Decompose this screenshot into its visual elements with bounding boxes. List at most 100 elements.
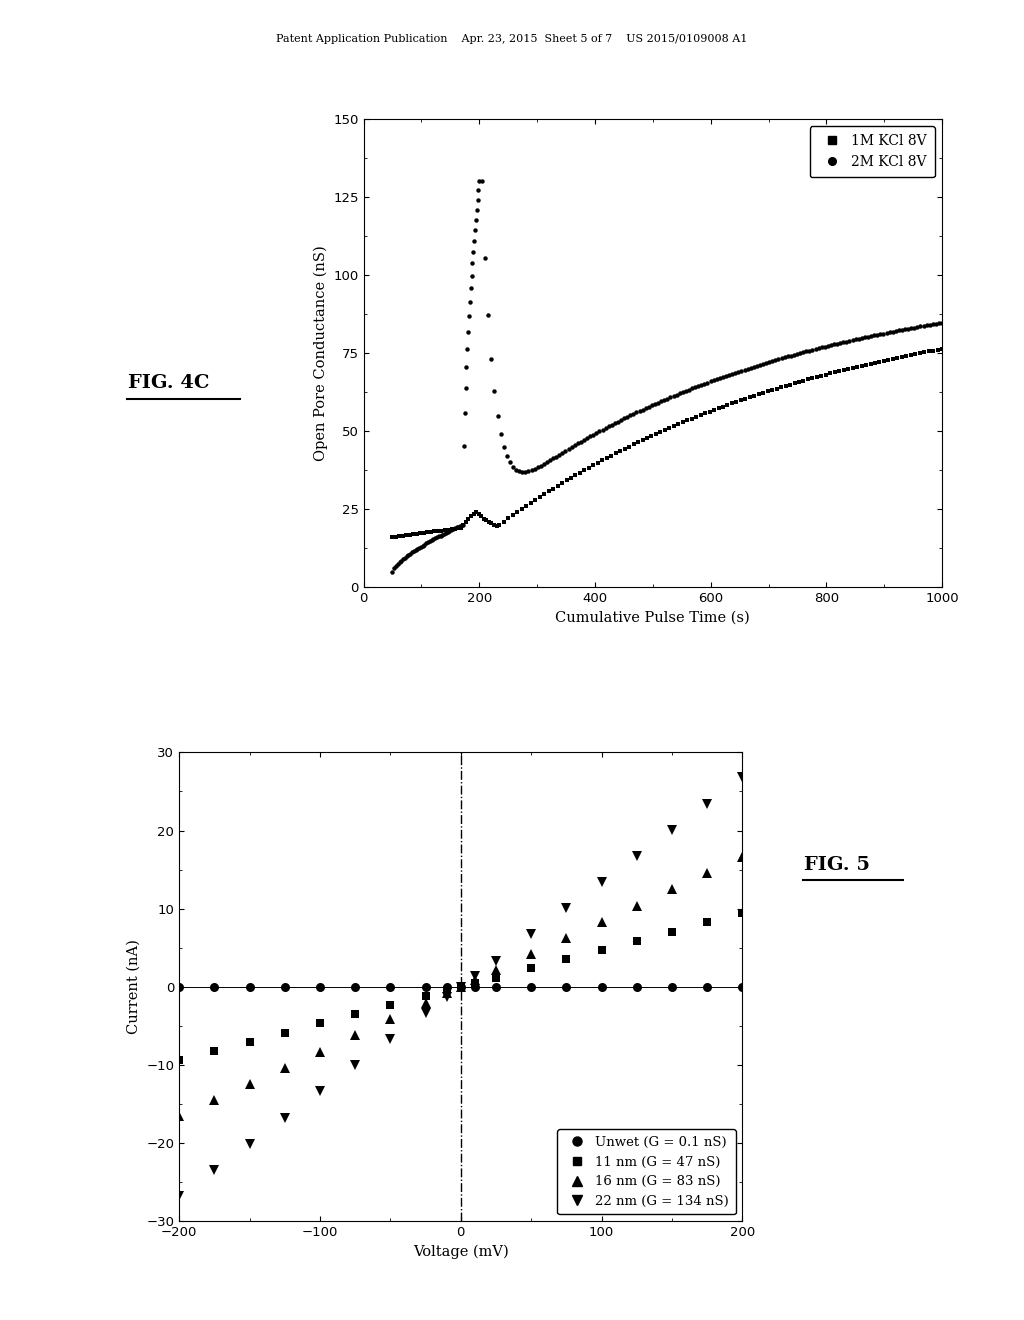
Unwet (G = 0.1 nS) bbox=[349, 979, 361, 995]
Line: 22 nm (G = 134 nS): 22 nm (G = 134 nS) bbox=[174, 772, 748, 1201]
16 nm (G = 83 nS) bbox=[208, 1092, 220, 1107]
Text: FIG. 4C: FIG. 4C bbox=[128, 374, 210, 392]
Unwet (G = 0.1 nS) bbox=[469, 978, 481, 994]
Line: 2M KCl 8V: 2M KCl 8V bbox=[390, 180, 944, 574]
16 nm (G = 83 nS) bbox=[420, 995, 432, 1011]
16 nm (G = 83 nS) bbox=[455, 979, 467, 995]
11 nm (G = 47 nS) bbox=[666, 924, 678, 940]
11 nm (G = 47 nS) bbox=[440, 982, 453, 998]
2M KCl 8V bbox=[599, 420, 611, 436]
11 nm (G = 47 nS) bbox=[313, 1015, 326, 1031]
16 nm (G = 83 nS) bbox=[736, 849, 749, 865]
22 nm (G = 134 nS) bbox=[440, 989, 453, 1005]
Legend: Unwet (G = 0.1 nS), 11 nm (G = 47 nS), 16 nm (G = 83 nS), 22 nm (G = 134 nS): Unwet (G = 0.1 nS), 11 nm (G = 47 nS), 1… bbox=[557, 1130, 736, 1214]
Unwet (G = 0.1 nS) bbox=[455, 979, 467, 995]
Text: FIG. 5: FIG. 5 bbox=[804, 855, 869, 874]
11 nm (G = 47 nS) bbox=[736, 906, 749, 921]
Line: 11 nm (G = 47 nS): 11 nm (G = 47 nS) bbox=[175, 909, 746, 1064]
11 nm (G = 47 nS) bbox=[701, 915, 714, 931]
11 nm (G = 47 nS) bbox=[455, 979, 467, 995]
Line: 16 nm (G = 83 nS): 16 nm (G = 83 nS) bbox=[174, 853, 748, 1121]
Unwet (G = 0.1 nS) bbox=[631, 978, 643, 994]
Unwet (G = 0.1 nS) bbox=[244, 979, 256, 995]
2M KCl 8V bbox=[386, 564, 398, 579]
22 nm (G = 134 nS) bbox=[279, 1110, 291, 1126]
Line: Unwet (G = 0.1 nS): Unwet (G = 0.1 nS) bbox=[175, 982, 746, 991]
Unwet (G = 0.1 nS) bbox=[701, 978, 714, 994]
1M KCl 8V bbox=[386, 529, 398, 545]
2M KCl 8V bbox=[614, 412, 627, 428]
Y-axis label: Current (nA): Current (nA) bbox=[127, 940, 140, 1034]
22 nm (G = 134 nS) bbox=[173, 1188, 185, 1204]
Unwet (G = 0.1 nS) bbox=[489, 978, 502, 994]
1M KCl 8V bbox=[936, 341, 948, 356]
Unwet (G = 0.1 nS) bbox=[384, 979, 396, 995]
22 nm (G = 134 nS) bbox=[666, 822, 678, 838]
2M KCl 8V bbox=[835, 335, 847, 351]
22 nm (G = 134 nS) bbox=[420, 1005, 432, 1020]
Unwet (G = 0.1 nS) bbox=[560, 978, 572, 994]
Y-axis label: Open Pore Conductance (nS): Open Pore Conductance (nS) bbox=[313, 246, 328, 461]
X-axis label: Voltage (mV): Voltage (mV) bbox=[413, 1245, 509, 1259]
Unwet (G = 0.1 nS) bbox=[736, 978, 749, 994]
22 nm (G = 134 nS) bbox=[489, 953, 502, 969]
16 nm (G = 83 nS) bbox=[313, 1044, 326, 1060]
16 nm (G = 83 nS) bbox=[384, 1011, 396, 1027]
11 nm (G = 47 nS) bbox=[469, 975, 481, 991]
22 nm (G = 134 nS) bbox=[313, 1084, 326, 1100]
Unwet (G = 0.1 nS) bbox=[279, 979, 291, 995]
11 nm (G = 47 nS) bbox=[560, 952, 572, 968]
Unwet (G = 0.1 nS) bbox=[440, 979, 453, 995]
11 nm (G = 47 nS) bbox=[244, 1034, 256, 1049]
22 nm (G = 134 nS) bbox=[349, 1057, 361, 1073]
11 nm (G = 47 nS) bbox=[489, 970, 502, 986]
2M KCl 8V bbox=[473, 173, 485, 189]
16 nm (G = 83 nS) bbox=[631, 898, 643, 913]
16 nm (G = 83 nS) bbox=[701, 866, 714, 882]
16 nm (G = 83 nS) bbox=[525, 946, 538, 962]
11 nm (G = 47 nS) bbox=[420, 987, 432, 1003]
Line: 1M KCl 8V: 1M KCl 8V bbox=[390, 347, 944, 540]
11 nm (G = 47 nS) bbox=[349, 1006, 361, 1022]
22 nm (G = 134 nS) bbox=[455, 979, 467, 995]
22 nm (G = 134 nS) bbox=[384, 1031, 396, 1047]
1M KCl 8V bbox=[654, 424, 667, 440]
16 nm (G = 83 nS) bbox=[560, 931, 572, 946]
2M KCl 8V bbox=[871, 327, 884, 343]
Unwet (G = 0.1 nS) bbox=[666, 978, 678, 994]
22 nm (G = 134 nS) bbox=[469, 969, 481, 985]
Unwet (G = 0.1 nS) bbox=[525, 978, 538, 994]
22 nm (G = 134 nS) bbox=[560, 900, 572, 916]
16 nm (G = 83 nS) bbox=[244, 1076, 256, 1092]
1M KCl 8V bbox=[482, 513, 495, 529]
X-axis label: Cumulative Pulse Time (s): Cumulative Pulse Time (s) bbox=[555, 611, 751, 624]
22 nm (G = 134 nS) bbox=[596, 874, 608, 890]
Text: Patent Application Publication    Apr. 23, 2015  Sheet 5 of 7    US 2015/0109008: Patent Application Publication Apr. 23, … bbox=[276, 34, 748, 45]
11 nm (G = 47 nS) bbox=[631, 933, 643, 949]
11 nm (G = 47 nS) bbox=[384, 997, 396, 1012]
11 nm (G = 47 nS) bbox=[525, 961, 538, 977]
16 nm (G = 83 nS) bbox=[349, 1027, 361, 1043]
11 nm (G = 47 nS) bbox=[596, 942, 608, 958]
1M KCl 8V bbox=[766, 383, 778, 399]
16 nm (G = 83 nS) bbox=[279, 1060, 291, 1076]
1M KCl 8V bbox=[677, 414, 689, 430]
1M KCl 8V bbox=[896, 348, 908, 364]
2M KCl 8V bbox=[390, 558, 402, 574]
Unwet (G = 0.1 nS) bbox=[208, 979, 220, 995]
16 nm (G = 83 nS) bbox=[440, 985, 453, 1001]
11 nm (G = 47 nS) bbox=[173, 1052, 185, 1068]
22 nm (G = 134 nS) bbox=[525, 927, 538, 942]
1M KCl 8V bbox=[855, 358, 867, 374]
16 nm (G = 83 nS) bbox=[666, 882, 678, 898]
11 nm (G = 47 nS) bbox=[279, 1024, 291, 1040]
22 nm (G = 134 nS) bbox=[208, 1162, 220, 1177]
Unwet (G = 0.1 nS) bbox=[313, 979, 326, 995]
22 nm (G = 134 nS) bbox=[631, 847, 643, 863]
22 nm (G = 134 nS) bbox=[736, 770, 749, 785]
Legend: 1M KCl 8V, 2M KCl 8V: 1M KCl 8V, 2M KCl 8V bbox=[810, 125, 935, 177]
Unwet (G = 0.1 nS) bbox=[420, 979, 432, 995]
16 nm (G = 83 nS) bbox=[173, 1109, 185, 1125]
2M KCl 8V bbox=[936, 315, 948, 331]
16 nm (G = 83 nS) bbox=[596, 913, 608, 929]
